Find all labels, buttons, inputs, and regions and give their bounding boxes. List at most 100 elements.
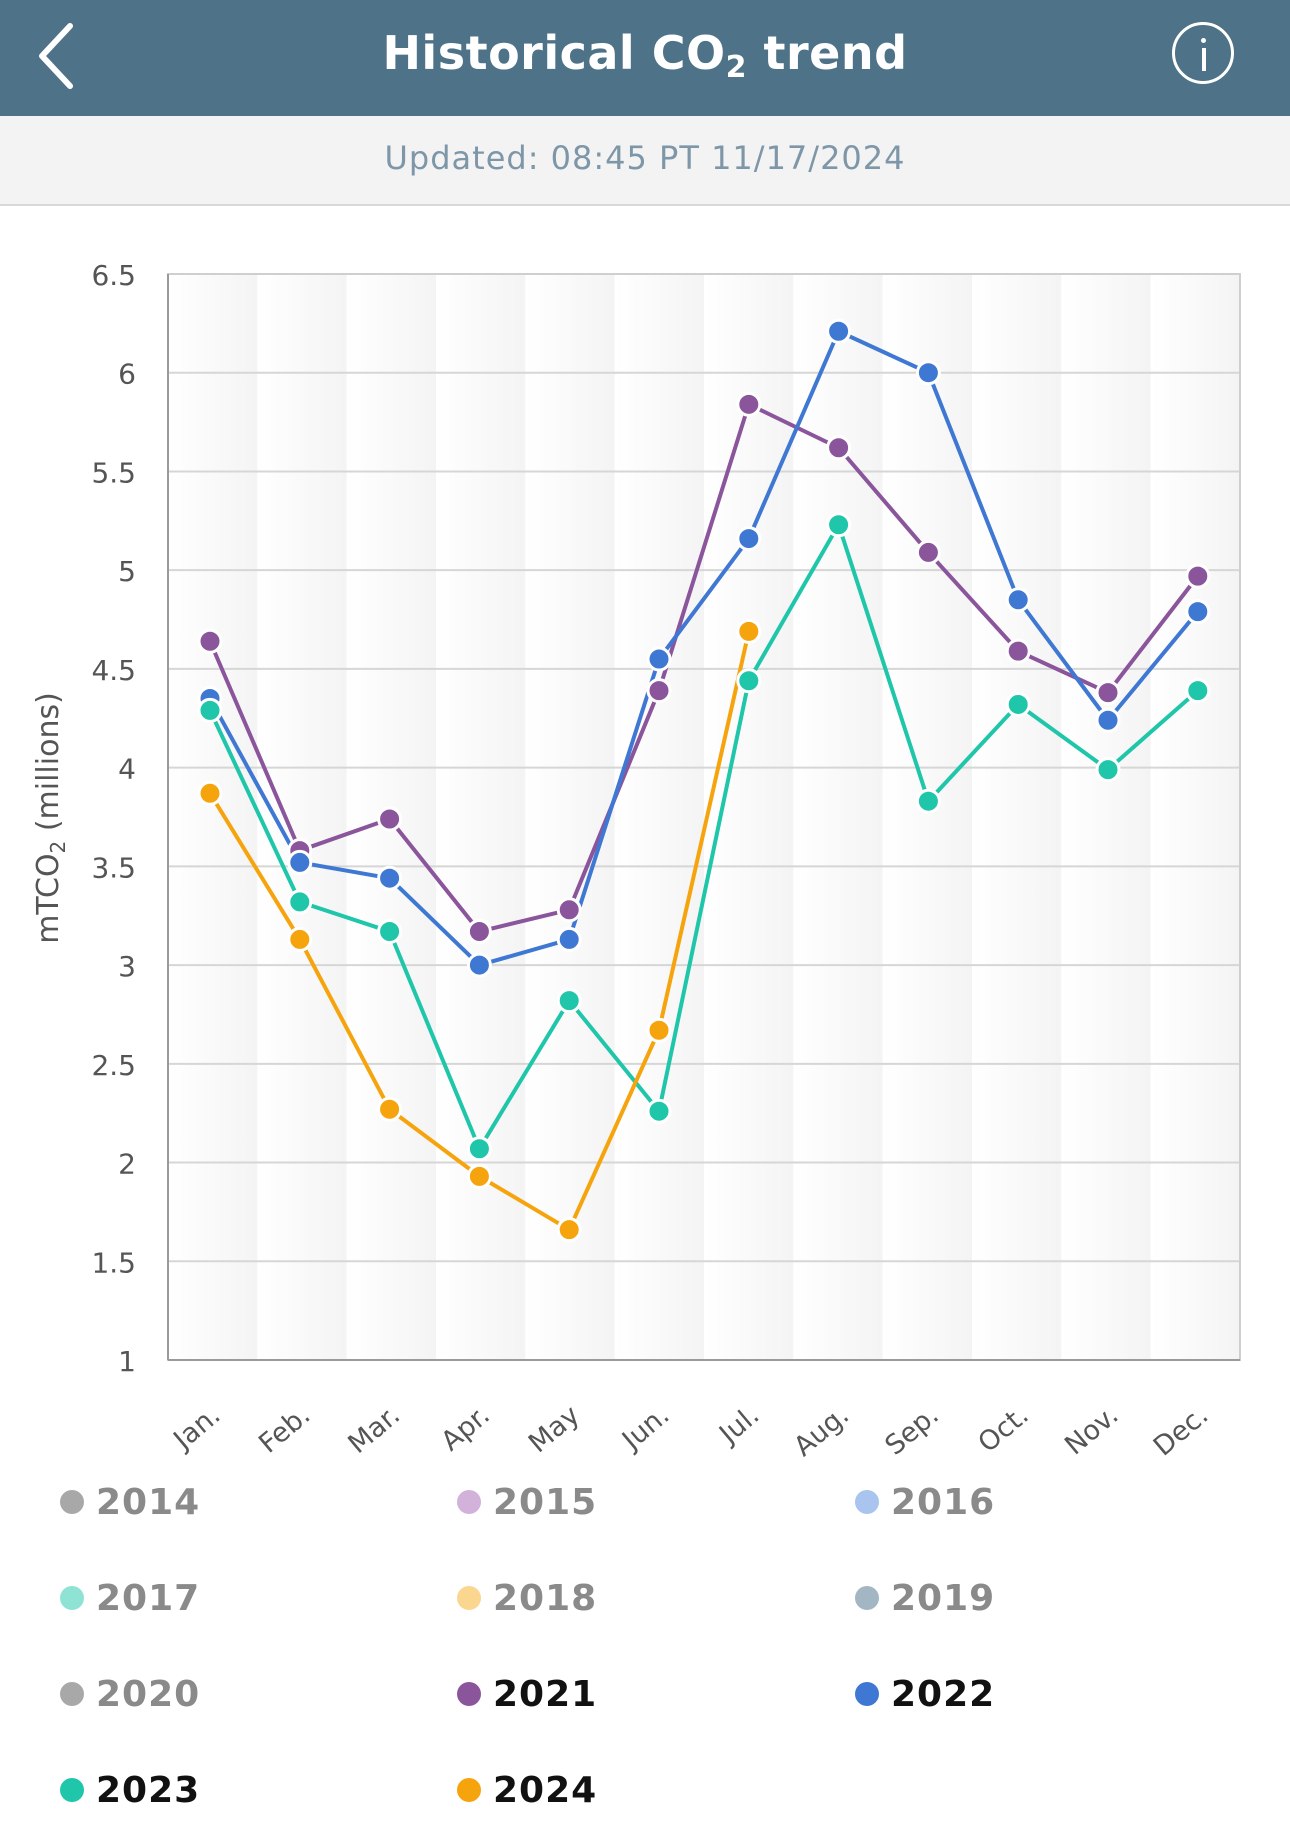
x-tick-label: Jul. [712, 1400, 765, 1451]
x-tick-label: May [523, 1400, 586, 1460]
data-point-2022 [1005, 587, 1031, 613]
y-tick-label: 3 [118, 950, 136, 983]
y-tick-label: 5 [118, 555, 136, 588]
data-point-2021 [197, 628, 223, 654]
data-point-2021 [915, 539, 941, 565]
legend-item-2016[interactable]: 2016 [855, 1472, 995, 1532]
data-point-2021 [646, 678, 672, 704]
data-point-2023 [1095, 757, 1121, 783]
series-line-2022 [208, 329, 1200, 968]
legend-item-2021[interactable]: 2021 [457, 1664, 597, 1724]
y-tick-label: 3.5 [91, 851, 136, 884]
legend-label: 2021 [493, 1673, 598, 1715]
data-point-2023 [197, 697, 223, 723]
page-title: Historical CO2 trend [0, 0, 1290, 116]
data-point-2021 [1005, 638, 1031, 664]
y-axis-label-suffix: (millions) [31, 692, 66, 841]
legend-label: 2023 [96, 1769, 201, 1811]
legend-label: 2024 [493, 1769, 598, 1811]
legend-item-2023[interactable]: 2023 [60, 1760, 200, 1820]
x-tick-label: Nov. [1059, 1400, 1124, 1460]
data-point-2023 [915, 788, 941, 814]
data-point-2024 [197, 780, 223, 806]
x-tick-label: Dec. [1148, 1400, 1215, 1460]
data-point-2021 [1095, 680, 1121, 706]
legend-item-2022[interactable]: 2022 [855, 1664, 995, 1724]
legend-item-2017[interactable]: 2017 [60, 1568, 200, 1628]
y-tick-label: 1 [118, 1345, 136, 1378]
legend-color-dot [60, 1490, 84, 1514]
legend-color-dot [855, 1586, 879, 1610]
data-point-2023 [377, 919, 403, 945]
data-point-2022 [915, 360, 941, 386]
data-point-2022 [287, 849, 313, 875]
x-tick-label: Apr. [436, 1400, 496, 1458]
info-button[interactable] [1172, 22, 1234, 84]
plot-column-band [1061, 274, 1151, 1360]
legend-item-2015[interactable]: 2015 [457, 1472, 597, 1532]
legend-label: 2015 [493, 1481, 598, 1523]
co2-line-chart: 1 1.5 2 2.5 3 3.5 4 4.5 5 5.5 6 6.5 Jan. Feb. Mar. Apr.… [31, 259, 1241, 1460]
data-point-2024 [377, 1096, 403, 1122]
data-point-2023 [1185, 678, 1211, 704]
y-tick-label: 2.5 [91, 1049, 136, 1082]
y-tick-label: 6.5 [91, 259, 136, 292]
data-point-2024 [466, 1163, 492, 1189]
plot-column-band [525, 274, 615, 1360]
data-point-2021 [556, 897, 582, 923]
data-point-2023 [736, 668, 762, 694]
x-tick-label: Jan. [167, 1400, 227, 1457]
updated-bar: Updated: 08:45 PT 11/17/2024 [0, 116, 1290, 206]
title-suffix: trend [746, 26, 908, 80]
back-button[interactable] [28, 18, 108, 98]
legend-item-2024[interactable]: 2024 [457, 1760, 597, 1820]
x-tick-label: Feb. [253, 1400, 316, 1460]
legend-color-dot [60, 1682, 84, 1706]
x-tick-label: Jun. [615, 1400, 675, 1458]
data-point-2024 [646, 1017, 672, 1043]
legend-label: 2014 [96, 1481, 201, 1523]
chevron-left-icon [39, 23, 73, 89]
legend-color-dot [457, 1778, 481, 1802]
data-point-2022 [646, 646, 672, 672]
legend-item-2014[interactable]: 2014 [60, 1472, 200, 1532]
legend-color-dot [60, 1778, 84, 1802]
plot-column-band [704, 274, 794, 1360]
data-point-2024 [556, 1217, 582, 1243]
data-point-2021 [826, 435, 852, 461]
data-point-2022 [826, 318, 852, 344]
legend-item-2018[interactable]: 2018 [457, 1568, 597, 1628]
plot-column-band [168, 274, 258, 1360]
x-tick-label: Sep. [879, 1400, 944, 1460]
data-point-2023 [646, 1098, 672, 1124]
legend-color-dot [855, 1682, 879, 1706]
legend-item-2020[interactable]: 2020 [60, 1664, 200, 1724]
data-point-2023 [826, 512, 852, 538]
legend-item-2019[interactable]: 2019 [855, 1568, 995, 1628]
data-point-2021 [466, 919, 492, 945]
data-point-2022 [556, 926, 582, 952]
legend-color-dot [457, 1682, 481, 1706]
y-tick-label: 2 [118, 1148, 136, 1181]
data-point-2023 [556, 988, 582, 1014]
y-tick-label: 6 [118, 358, 136, 391]
title-text: Historical CO [382, 26, 726, 80]
data-point-2024 [287, 926, 313, 952]
data-point-2022 [466, 952, 492, 978]
data-point-2022 [1185, 599, 1211, 625]
data-point-2021 [736, 391, 762, 417]
data-point-2021 [1185, 563, 1211, 589]
plot-column-band [1150, 274, 1240, 1360]
plot-column-band [972, 274, 1062, 1360]
legend-color-dot [60, 1586, 84, 1610]
data-point-2024 [736, 618, 762, 644]
legend-label: 2018 [493, 1577, 598, 1619]
y-tick-label: 5.5 [91, 456, 136, 489]
y-tick-label: 4.5 [91, 654, 136, 687]
data-point-2023 [1005, 691, 1031, 717]
legend-label: 2017 [96, 1577, 201, 1619]
legend-label: 2019 [891, 1577, 996, 1619]
chart-legend: 2014 2015 2016 2017 2018 2019 2020 2021 2022 2023… [0, 1460, 1290, 1823]
plot-column-band [882, 274, 972, 1360]
updated-timestamp: Updated: 08:45 PT 11/17/2024 [384, 139, 906, 177]
